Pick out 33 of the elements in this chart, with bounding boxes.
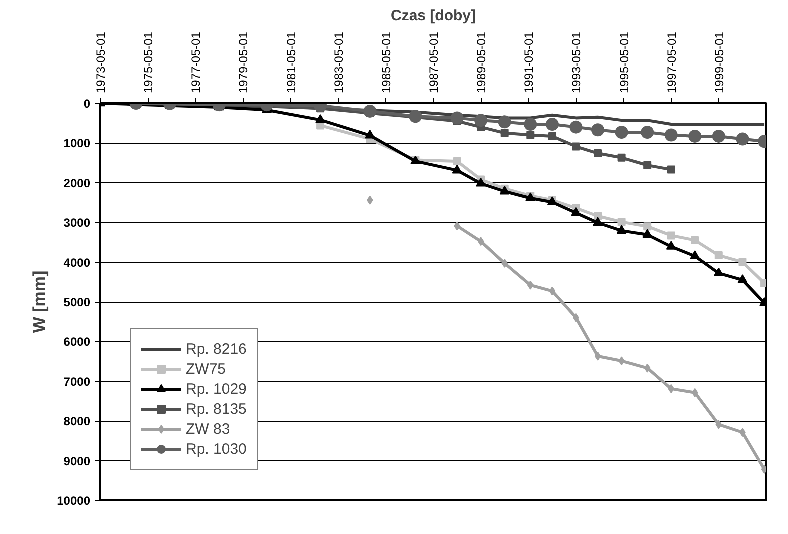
x-tick-label: 1993-05-01: [570, 32, 584, 94]
legend-label: Rp. 1030: [186, 440, 247, 458]
x-tick-label: 1983-05-01: [332, 32, 346, 94]
x-tick-label: 1985-05-01: [379, 32, 394, 94]
x-tick-label: 1979-05-01: [236, 32, 251, 94]
x-tick-label: 1989-05-01: [474, 32, 489, 94]
legend-label: ZW 83: [186, 420, 230, 438]
y-tick-label: 2000: [64, 176, 91, 190]
y-tick-label: 6000: [64, 335, 91, 350]
y-tick-label: 1000: [64, 136, 91, 151]
x-tick-label: 1977-05-01: [189, 32, 204, 94]
legend-label: Rp. 1029: [186, 380, 247, 398]
x-tick-label: 1995-05-01: [617, 32, 632, 94]
chart-title: Czas [doby]: [391, 8, 476, 24]
y-tick-label: 9000: [64, 454, 91, 468]
y-tick-label: 3000: [64, 216, 91, 230]
y-tick-label: 4000: [64, 256, 91, 270]
y-tick-label: 5000: [64, 296, 91, 310]
x-tick-label: 1973-05-01: [94, 32, 108, 94]
legend-label: Rp. 8216: [186, 340, 247, 358]
x-tick-label: 1991-05-01: [522, 32, 536, 94]
y-tick-label: 0: [84, 97, 91, 111]
y-axis-title: W [mm]: [30, 270, 50, 334]
legend-label: Rp. 8135: [186, 400, 247, 418]
legend-label: ZW75: [186, 360, 226, 378]
x-tick-label: 1981-05-01: [284, 32, 298, 94]
x-tick-label: 1997-05-01: [664, 32, 679, 94]
x-tick-label: 1975-05-01: [142, 32, 156, 94]
y-tick-label: 10000: [57, 494, 91, 508]
y-tick-label: 8000: [64, 414, 91, 429]
x-tick-label: 1987-05-01: [426, 32, 441, 94]
y-tick-label: 7000: [64, 374, 91, 389]
x-tick-label: 1999-05-01: [712, 32, 726, 94]
